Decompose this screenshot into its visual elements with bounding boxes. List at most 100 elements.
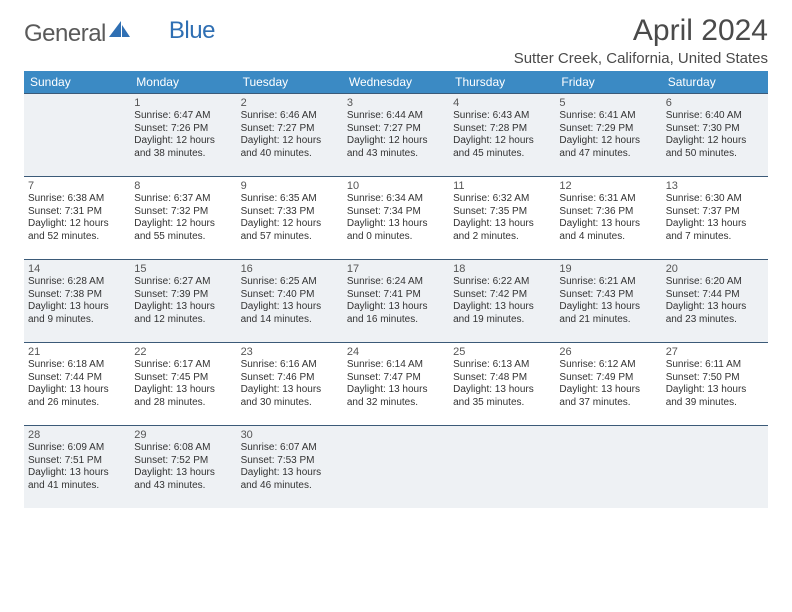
dow-mon: Monday [130, 71, 236, 94]
sunset-text: Sunset: 7:39 PM [134, 289, 232, 302]
calendar-cell: 3Sunrise: 6:44 AMSunset: 7:27 PMDaylight… [343, 94, 449, 177]
day-number: 13 [666, 180, 764, 192]
calendar-cell: 17Sunrise: 6:24 AMSunset: 7:41 PMDayligh… [343, 260, 449, 343]
sunset-text: Sunset: 7:28 PM [453, 123, 551, 136]
calendar-cell: 22Sunrise: 6:17 AMSunset: 7:45 PMDayligh… [130, 343, 236, 426]
calendar-cell: 5Sunrise: 6:41 AMSunset: 7:29 PMDaylight… [555, 94, 661, 177]
calendar-cell: 20Sunrise: 6:20 AMSunset: 7:44 PMDayligh… [662, 260, 768, 343]
sunrise-text: Sunrise: 6:14 AM [347, 359, 445, 372]
page-subtitle: Sutter Creek, California, United States [514, 50, 768, 67]
sunset-text: Sunset: 7:46 PM [241, 372, 339, 385]
daylight-text: Daylight: 13 hours [666, 301, 764, 314]
sunrise-text: Sunrise: 6:40 AM [666, 110, 764, 123]
calendar-cell: 18Sunrise: 6:22 AMSunset: 7:42 PMDayligh… [449, 260, 555, 343]
sunrise-text: Sunrise: 6:13 AM [453, 359, 551, 372]
sunset-text: Sunset: 7:31 PM [28, 206, 126, 219]
sunrise-text: Sunrise: 6:21 AM [559, 276, 657, 289]
daylight-text: Daylight: 13 hours [559, 218, 657, 231]
calendar-cell: 21Sunrise: 6:18 AMSunset: 7:44 PMDayligh… [24, 343, 130, 426]
daylight-text: Daylight: 12 hours [347, 135, 445, 148]
daylight-text: Daylight: 13 hours [28, 467, 126, 480]
day-number: 7 [28, 180, 126, 192]
logo: General Blue [24, 20, 215, 48]
sunrise-text: Sunrise: 6:25 AM [241, 276, 339, 289]
day-number: 22 [134, 346, 232, 358]
calendar-cell: 16Sunrise: 6:25 AMSunset: 7:40 PMDayligh… [237, 260, 343, 343]
daylight-text: Daylight: 13 hours [134, 301, 232, 314]
calendar-cell [343, 426, 449, 509]
sunrise-text: Sunrise: 6:20 AM [666, 276, 764, 289]
calendar-cell: 7Sunrise: 6:38 AMSunset: 7:31 PMDaylight… [24, 177, 130, 260]
calendar-cell: 23Sunrise: 6:16 AMSunset: 7:46 PMDayligh… [237, 343, 343, 426]
daylight-text: Daylight: 13 hours [347, 384, 445, 397]
day-number: 25 [453, 346, 551, 358]
sunset-text: Sunset: 7:48 PM [453, 372, 551, 385]
sunrise-text: Sunrise: 6:44 AM [347, 110, 445, 123]
calendar-cell: 4Sunrise: 6:43 AMSunset: 7:28 PMDaylight… [449, 94, 555, 177]
day-number: 9 [241, 180, 339, 192]
calendar-cell: 8Sunrise: 6:37 AMSunset: 7:32 PMDaylight… [130, 177, 236, 260]
sunrise-text: Sunrise: 6:38 AM [28, 193, 126, 206]
calendar-cell: 28Sunrise: 6:09 AMSunset: 7:51 PMDayligh… [24, 426, 130, 509]
sunrise-text: Sunrise: 6:43 AM [453, 110, 551, 123]
daylight-text: and 50 minutes. [666, 148, 764, 161]
day-number: 3 [347, 97, 445, 109]
dow-sun: Sunday [24, 71, 130, 94]
sunrise-text: Sunrise: 6:17 AM [134, 359, 232, 372]
day-number: 18 [453, 263, 551, 275]
sunset-text: Sunset: 7:50 PM [666, 372, 764, 385]
sunset-text: Sunset: 7:41 PM [347, 289, 445, 302]
calendar-cell [24, 94, 130, 177]
sunset-text: Sunset: 7:30 PM [666, 123, 764, 136]
calendar-cell: 27Sunrise: 6:11 AMSunset: 7:50 PMDayligh… [662, 343, 768, 426]
sunrise-text: Sunrise: 6:47 AM [134, 110, 232, 123]
daylight-text: and 21 minutes. [559, 314, 657, 327]
calendar-cell: 11Sunrise: 6:32 AMSunset: 7:35 PMDayligh… [449, 177, 555, 260]
page-title: April 2024 [514, 14, 768, 48]
daylight-text: Daylight: 13 hours [347, 218, 445, 231]
calendar-cell: 25Sunrise: 6:13 AMSunset: 7:48 PMDayligh… [449, 343, 555, 426]
calendar-cell: 12Sunrise: 6:31 AMSunset: 7:36 PMDayligh… [555, 177, 661, 260]
daylight-text: and 28 minutes. [134, 397, 232, 410]
dow-wed: Wednesday [343, 71, 449, 94]
sunrise-text: Sunrise: 6:41 AM [559, 110, 657, 123]
sunset-text: Sunset: 7:34 PM [347, 206, 445, 219]
calendar-week: 1Sunrise: 6:47 AMSunset: 7:26 PMDaylight… [24, 94, 768, 177]
daylight-text: and 4 minutes. [559, 231, 657, 244]
daylight-text: and 9 minutes. [28, 314, 126, 327]
daylight-text: Daylight: 12 hours [666, 135, 764, 148]
sunrise-text: Sunrise: 6:32 AM [453, 193, 551, 206]
daylight-text: and 7 minutes. [666, 231, 764, 244]
dow-thu: Thursday [449, 71, 555, 94]
sunset-text: Sunset: 7:38 PM [28, 289, 126, 302]
calendar-week: 7Sunrise: 6:38 AMSunset: 7:31 PM Daylight… [24, 177, 768, 260]
sunrise-text: Sunrise: 6:08 AM [134, 442, 232, 455]
sunrise-text: Sunrise: 6:46 AM [241, 110, 339, 123]
daylight-text: and 16 minutes. [347, 314, 445, 327]
sunrise-text: Sunrise: 6:35 AM [241, 193, 339, 206]
sunset-text: Sunset: 7:26 PM [134, 123, 232, 136]
sunset-text: Sunset: 7:47 PM [347, 372, 445, 385]
dow-fri: Friday [555, 71, 661, 94]
calendar-cell: 2Sunrise: 6:46 AMSunset: 7:27 PMDaylight… [237, 94, 343, 177]
calendar-cell [555, 426, 661, 509]
daylight-text: and 12 minutes. [134, 314, 232, 327]
dow-sat: Saturday [662, 71, 768, 94]
sunset-text: Sunset: 7:27 PM [241, 123, 339, 136]
day-number: 20 [666, 263, 764, 275]
sunset-text: Sunset: 7:43 PM [559, 289, 657, 302]
day-number: 19 [559, 263, 657, 275]
sunset-text: Sunset: 7:37 PM [666, 206, 764, 219]
daylight-text: Daylight: 12 hours [134, 135, 232, 148]
calendar-cell: 14Sunrise: 6:28 AMSunset: 7:38 PMDayligh… [24, 260, 130, 343]
daylight-text: Daylight: 13 hours [666, 384, 764, 397]
daylight-text: and 43 minutes. [347, 148, 445, 161]
day-number: 10 [347, 180, 445, 192]
sunset-text: Sunset: 7:36 PM [559, 206, 657, 219]
day-number: 8 [134, 180, 232, 192]
calendar-table: Sunday Monday Tuesday Wednesday Thursday… [24, 71, 768, 508]
sunset-text: Sunset: 7:42 PM [453, 289, 551, 302]
day-number: 29 [134, 429, 232, 441]
daylight-text: and 55 minutes. [134, 231, 232, 244]
day-number: 1 [134, 97, 232, 109]
